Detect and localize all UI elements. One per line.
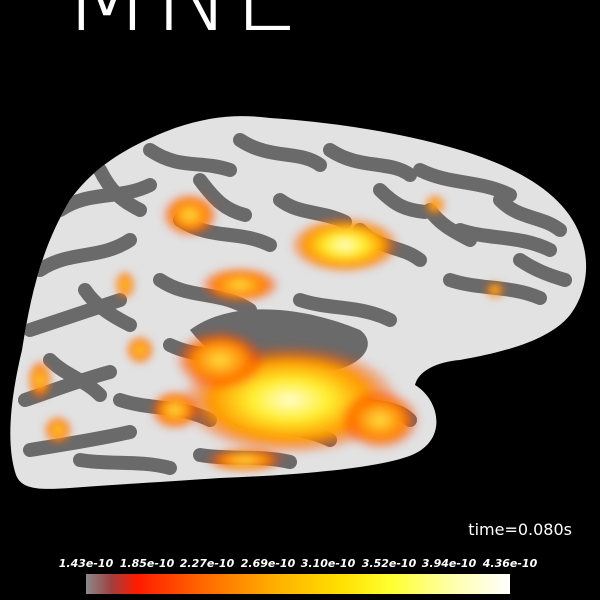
colorbar-tick: 2.27e-10: [179, 557, 235, 570]
colorbar-tick: 1.85e-10: [119, 557, 175, 570]
colorbar-tick: 3.52e-10: [361, 557, 417, 570]
time-readout: time=0.080s: [468, 520, 572, 539]
colorbar-tick: 3.94e-10: [421, 557, 477, 570]
colorbar-tick: 4.36e-10: [482, 557, 538, 570]
colorbar-tick: 2.69e-10: [240, 557, 296, 570]
colorbar: [86, 574, 510, 594]
colorbar-tick: 3.10e-10: [300, 557, 356, 570]
colorbar-tick: 1.43e-10: [58, 557, 114, 570]
colorbar-tick-labels: 1.43e-10 1.85e-10 2.27e-10 2.69e-10 3.10…: [0, 557, 600, 573]
mne-logo: MNE: [62, 0, 301, 46]
